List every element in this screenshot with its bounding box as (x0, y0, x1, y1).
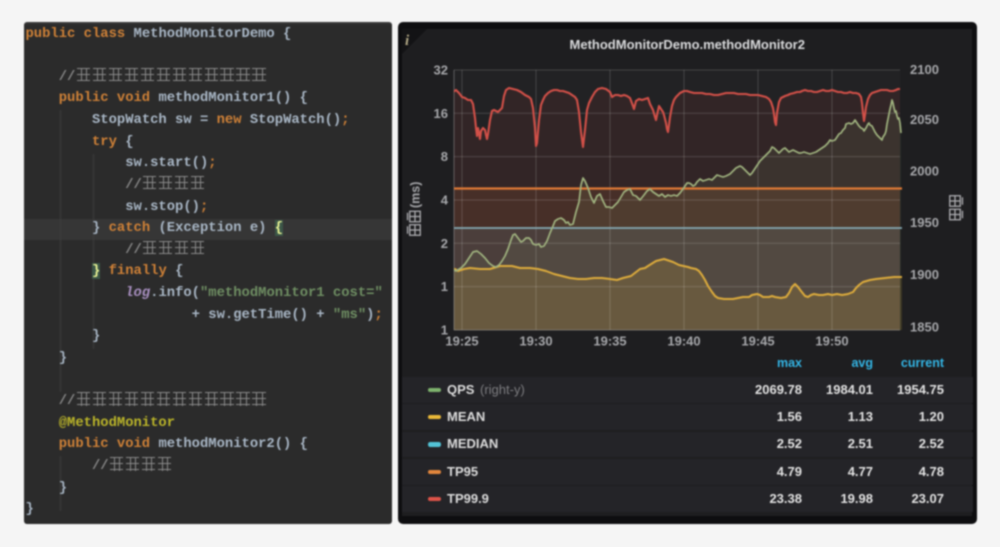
svg-text:32: 32 (434, 63, 448, 78)
svg-text:4: 4 (441, 193, 449, 208)
svg-text:1: 1 (441, 279, 448, 294)
svg-text:1850: 1850 (910, 320, 939, 335)
svg-text:1950: 1950 (910, 215, 939, 230)
svg-text:i: i (405, 33, 410, 49)
svg-text:1900: 1900 (910, 267, 939, 282)
svg-text:16: 16 (434, 106, 448, 121)
svg-text:8: 8 (441, 149, 448, 164)
svg-text:19:35: 19:35 (593, 334, 626, 349)
svg-text:2000: 2000 (910, 164, 939, 179)
svg-text:19:30: 19:30 (519, 334, 552, 349)
svg-text:2050: 2050 (910, 112, 939, 127)
svg-text:(ms): (ms) (409, 182, 423, 208)
svg-text:2100: 2100 (910, 62, 939, 77)
svg-text:19:45: 19:45 (741, 334, 774, 349)
svg-text:19:25: 19:25 (445, 334, 478, 349)
svg-text:2: 2 (441, 236, 448, 251)
svg-text:19:40: 19:40 (667, 334, 700, 349)
svg-text:1: 1 (441, 323, 448, 338)
svg-text:19:50: 19:50 (815, 334, 848, 349)
